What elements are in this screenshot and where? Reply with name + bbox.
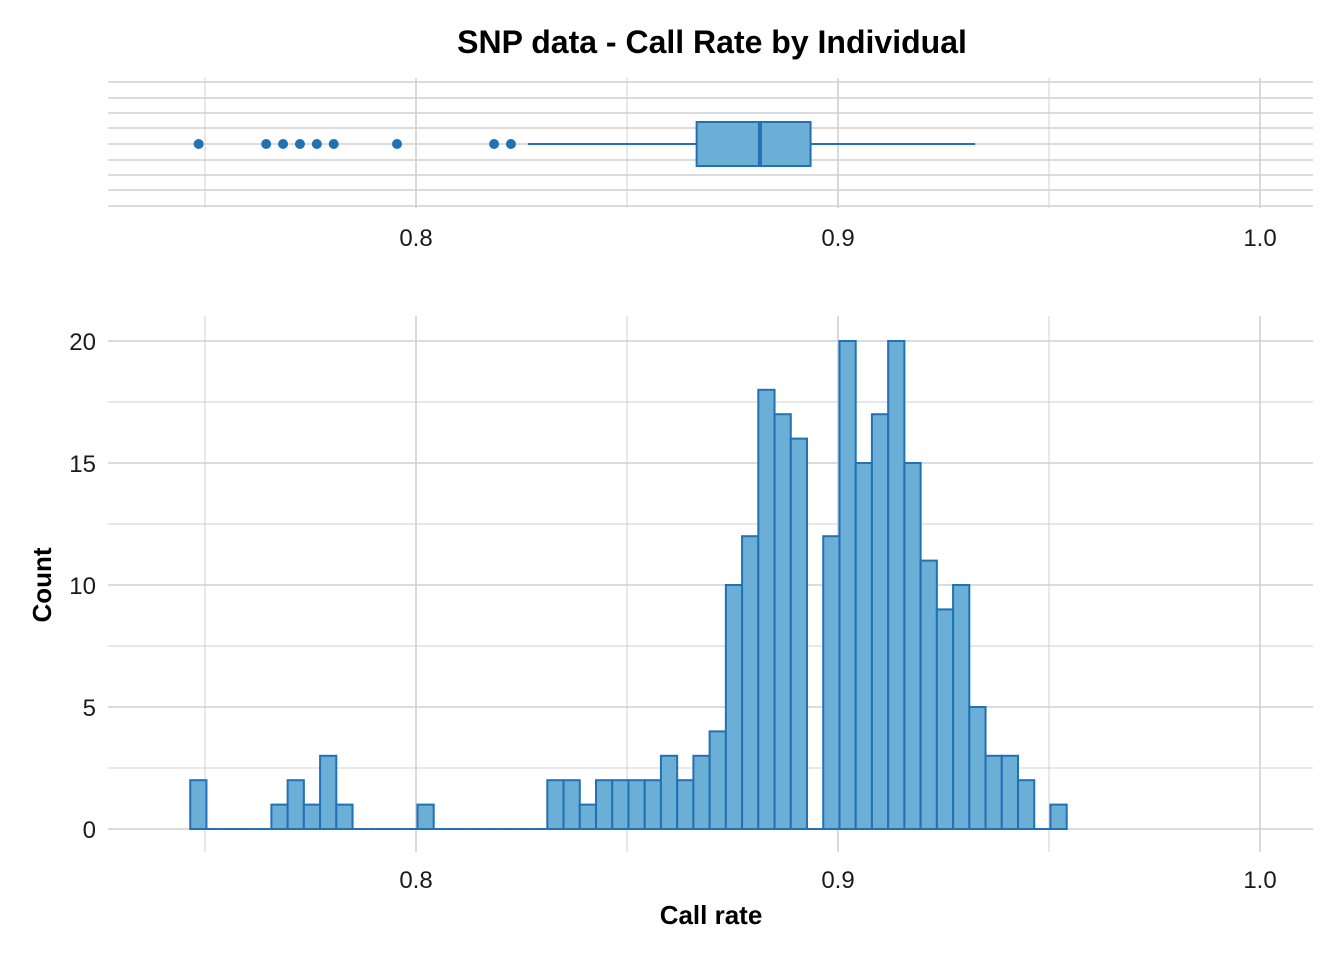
histogram-bar (887, 340, 906, 830)
outlier-point (328, 139, 339, 149)
outlier-point (489, 139, 500, 149)
histogram-bar (302, 803, 322, 830)
histogram-bar (708, 730, 727, 831)
hist-y-tick-label: 20 (69, 329, 96, 356)
outlier-point (193, 139, 204, 149)
histogram-bar (757, 388, 776, 830)
box-x-tick-label: 0.8 (399, 225, 432, 252)
boxplot-panel: 0.8 0.9 1.0 (108, 78, 1313, 252)
histogram-bar (319, 754, 338, 830)
histogram-bar (984, 754, 1003, 830)
histogram-bar (741, 535, 760, 830)
histogram-bar (676, 779, 695, 831)
histogram-panel: 0.8 0.9 1.0 0 5 10 15 20 Call rate Count (27, 316, 1313, 930)
outlier-point (505, 139, 516, 149)
histogram-bar (335, 803, 354, 830)
box-iqr (695, 121, 812, 167)
hist-x-tick-label: 0.8 (399, 867, 432, 894)
histogram-bar (773, 413, 792, 830)
hist-x-tick-label: 1.0 (1243, 867, 1276, 894)
histogram-bar (854, 462, 873, 830)
histogram-bar (627, 779, 646, 831)
histogram-bar (1000, 754, 1020, 830)
histogram-bar (952, 584, 971, 830)
histogram-bar (870, 413, 890, 830)
hist-y-tick-label: 10 (69, 573, 96, 600)
histogram-bar (578, 803, 598, 830)
histogram-bar (838, 340, 857, 830)
histogram-bar (935, 608, 955, 831)
histogram-bar (546, 779, 565, 831)
hist-y-tick-label: 5 (83, 695, 96, 722)
outlier-point (294, 139, 305, 149)
histogram-bar (562, 779, 581, 831)
hist-y-tick-label: 15 (69, 451, 96, 478)
histogram-bar (968, 706, 987, 830)
histogram-bar (189, 779, 208, 831)
histogram-bar (659, 754, 679, 830)
box-x-tick-label: 0.9 (821, 225, 854, 252)
histogram-bar (270, 803, 289, 830)
histogram-bar (595, 779, 614, 831)
outlier-point (392, 139, 403, 149)
histogram-bar (1049, 803, 1068, 830)
histogram-bar (724, 584, 744, 830)
histogram-bar (919, 559, 938, 830)
histogram-bar (822, 535, 841, 830)
histogram-bar (286, 779, 305, 831)
outlier-point (261, 139, 272, 149)
histogram-bar (903, 462, 922, 830)
y-axis-title: Count (27, 547, 57, 622)
x-axis-title: Call rate (660, 900, 763, 930)
outlier-point (278, 139, 289, 149)
chart-title: SNP data - Call Rate by Individual (457, 24, 967, 60)
histogram-bar (643, 779, 662, 831)
histogram-bar (789, 437, 809, 830)
histogram-bar (611, 779, 630, 831)
histogram-bar (416, 803, 435, 830)
histogram-bar (692, 754, 711, 830)
hist-x-tick-label: 0.9 (821, 867, 854, 894)
histogram-bar (1017, 779, 1036, 831)
box-x-tick-label: 1.0 (1243, 225, 1276, 252)
outlier-point (311, 139, 322, 149)
hist-y-tick-label: 0 (83, 817, 96, 844)
